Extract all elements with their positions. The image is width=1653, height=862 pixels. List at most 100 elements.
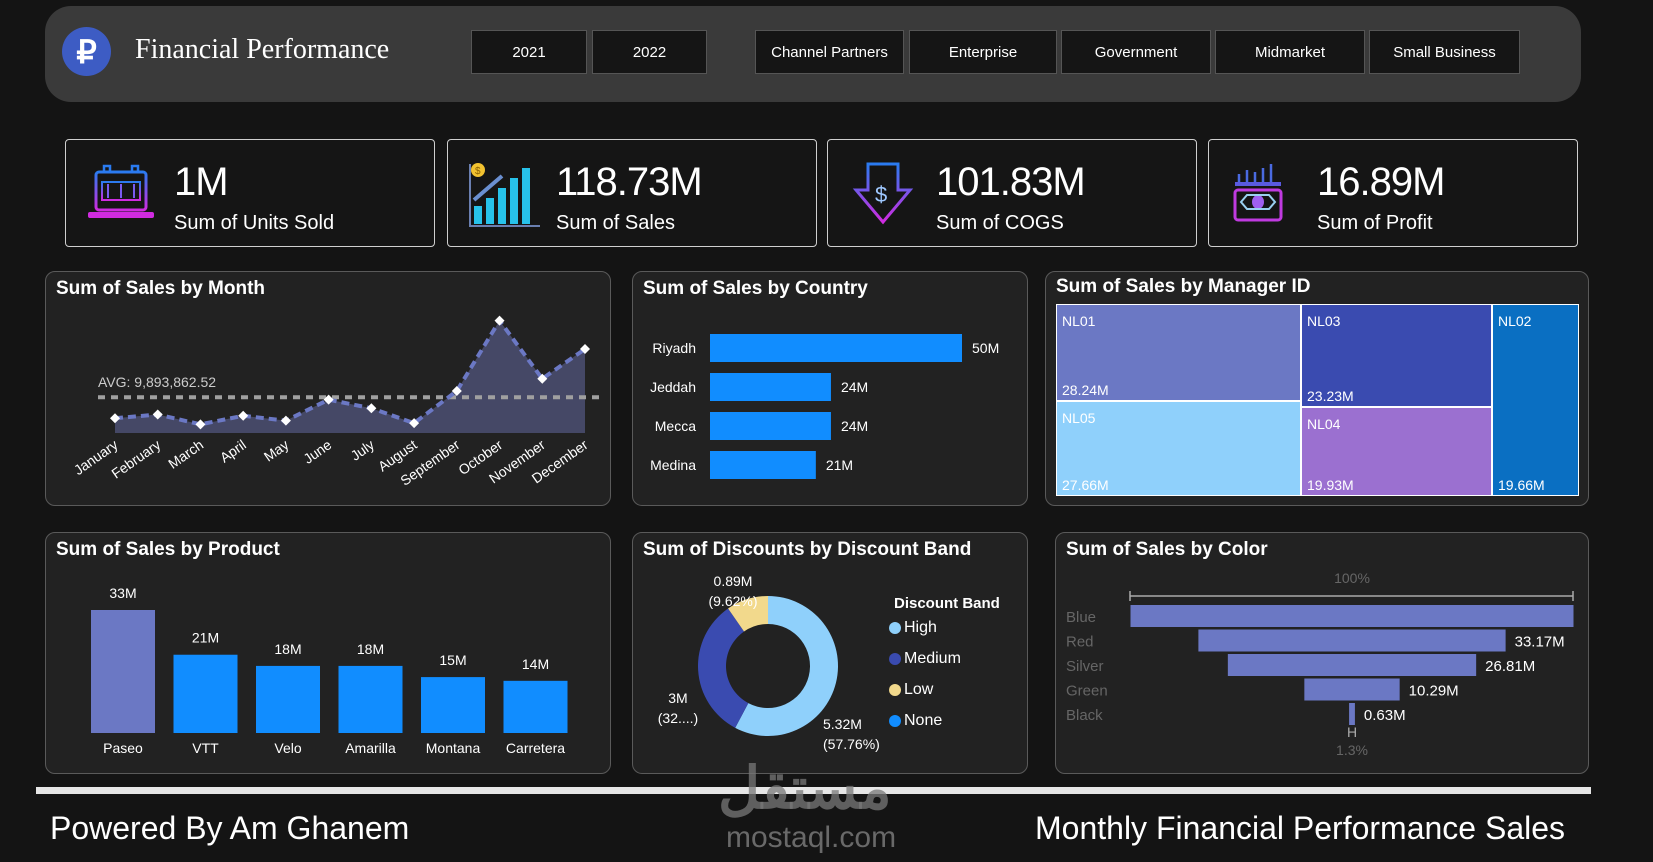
x-tick-label: June <box>300 436 334 467</box>
year-2022-button[interactable]: 2022 <box>592 30 707 74</box>
sales-by-color-funnel: 100% Blue Red 33.17M Silver 26.81M Green 10.29M… <box>1066 570 1574 758</box>
data-point <box>580 344 590 355</box>
data-label: 50M <box>972 340 999 356</box>
legend-item-medium[interactable]: Medium <box>889 650 961 668</box>
year-2021-button[interactable]: 2021 <box>471 30 587 74</box>
treemap-tile-nl02[interactable]: NL02 19.66M <box>1492 304 1579 496</box>
kpi-value: 101.83M <box>936 160 1086 204</box>
data-label: 0.63M <box>1364 707 1406 724</box>
category-label: Red <box>1066 634 1094 651</box>
legend-dot <box>889 653 901 665</box>
tile-name: NL01 <box>1062 313 1096 329</box>
sales-by-color-panel: Sum of Sales by Color 100% Blue Red 33.17M S… <box>1055 532 1589 774</box>
category-label: Jeddah <box>650 379 696 395</box>
x-tick-label: February <box>108 436 163 481</box>
watermark-arabic: مستقل <box>718 756 892 821</box>
watermark: mostaql.com <box>726 821 897 854</box>
dollar-down-arrow-icon: $ <box>852 162 914 225</box>
slice-value-label: 5.32M <box>823 716 862 732</box>
sales-by-country-panel: Sum of Sales by Country Riyadh 50M Jeddah 2… <box>632 271 1028 506</box>
category-label: Riyadh <box>652 340 696 356</box>
page-title: Financial Performance <box>135 34 390 65</box>
category-label: Silver <box>1066 658 1104 675</box>
segment-midmarket-button[interactable]: Midmarket <box>1215 30 1365 74</box>
data-label: 18M <box>274 641 301 657</box>
legend-item-low[interactable]: Low <box>889 681 933 699</box>
panel-title: Sum of Discounts by Discount Band <box>643 539 972 560</box>
divider <box>36 787 1591 794</box>
svg-text:$: $ <box>875 182 887 207</box>
data-point <box>238 410 249 421</box>
tile-name: NL05 <box>1062 410 1096 426</box>
data-point <box>152 409 163 420</box>
data-point <box>323 394 334 405</box>
data-point <box>110 413 120 424</box>
tile-value: 27.66M <box>1062 477 1109 493</box>
discounts-by-band-panel: Sum of Discounts by Discount Band 5.32M (… <box>632 532 1028 774</box>
bar <box>173 654 238 733</box>
donut-slice-medium <box>698 608 749 728</box>
legend-item-none[interactable]: None <box>889 712 942 730</box>
svg-text:$: $ <box>475 166 481 177</box>
kpi-value: 16.89M <box>1317 160 1445 204</box>
bar <box>91 610 155 733</box>
category-label: Velo <box>274 740 301 756</box>
category-label: Carretera <box>506 740 565 756</box>
logo-icon: ₽ <box>62 27 111 76</box>
legend-item-high[interactable]: High <box>889 619 937 637</box>
data-label: 21M <box>192 630 219 646</box>
funnel-bar <box>1198 629 1506 652</box>
segment-channel-partners-button[interactable]: Channel Partners <box>755 30 904 74</box>
treemap-tile-nl01[interactable]: NL01 28.24M <box>1056 304 1301 401</box>
data-point <box>195 419 206 430</box>
sales-by-product-panel: Sum of Sales by Product 33M Paseo 21M VTT 18… <box>45 532 611 774</box>
tile-value: 23.23M <box>1307 388 1354 404</box>
area-fill <box>115 320 585 433</box>
segment-small-business-button[interactable]: Small Business <box>1369 30 1520 74</box>
kpi-sales: $ 118.73M Sum of Sales <box>447 139 817 247</box>
kpi-value: 1M <box>174 160 229 204</box>
segment-enterprise-button[interactable]: Enterprise <box>909 30 1057 74</box>
data-label: 21M <box>826 457 853 473</box>
legend-label: High <box>904 619 937 636</box>
slice-value-label: 0.89M <box>714 573 753 589</box>
data-label: 18M <box>357 641 384 657</box>
sales-by-manager-panel: Sum of Sales by Manager ID NL01 28.24M NL… <box>1045 271 1589 506</box>
average-label: AVG: 9,893,862.52 <box>98 374 216 390</box>
series-line <box>114 317 587 427</box>
kpi-label: Sum of COGS <box>936 212 1064 234</box>
bottom-percent-label: 1.3% <box>1336 742 1368 758</box>
category-label: Amarilla <box>345 740 396 756</box>
bar <box>710 334 962 362</box>
x-tick-label: April <box>217 436 249 465</box>
calculator-laptop-icon <box>88 164 154 218</box>
category-label: Blue <box>1066 609 1096 626</box>
x-tick-label: July <box>348 436 378 463</box>
category-label: Paseo <box>103 740 143 756</box>
tile-name: NL03 <box>1307 313 1341 329</box>
funnel-bar <box>1130 605 1574 627</box>
bar <box>503 680 568 733</box>
discounts-donut-chart: 5.32M (57.76%) 3M (32....) 0.89M (9.62%) <box>658 573 880 752</box>
data-point <box>366 403 377 414</box>
category-label: Medina <box>650 457 696 473</box>
category-label: Mecca <box>655 418 696 434</box>
data-label: 14M <box>522 656 549 672</box>
segment-government-button[interactable]: Government <box>1061 30 1211 74</box>
category-label: Green <box>1066 683 1108 700</box>
kpi-label: Sum of Sales <box>556 212 675 234</box>
panel-title: Sum of Sales by Color <box>1066 539 1268 560</box>
treemap-tile-nl03[interactable]: NL03 23.23M <box>1301 304 1492 407</box>
panel-title: Sum of Sales by Month <box>56 278 266 299</box>
data-label: 10.29M <box>1409 683 1459 700</box>
bar <box>338 665 403 733</box>
legend-dot <box>889 684 901 696</box>
kpi-units-sold: 1M Sum of Units Sold <box>65 139 435 247</box>
treemap-tile-nl05[interactable]: NL05 27.66M <box>1056 401 1301 496</box>
slice-percent-label: (32....) <box>658 710 698 726</box>
category-label: Black <box>1066 707 1103 724</box>
tile-value: 19.66M <box>1498 477 1545 493</box>
slice-percent-label: (9.62%) <box>708 593 757 609</box>
treemap-tile-nl04[interactable]: NL04 19.93M <box>1301 407 1492 496</box>
x-tick-label: March <box>165 436 206 471</box>
